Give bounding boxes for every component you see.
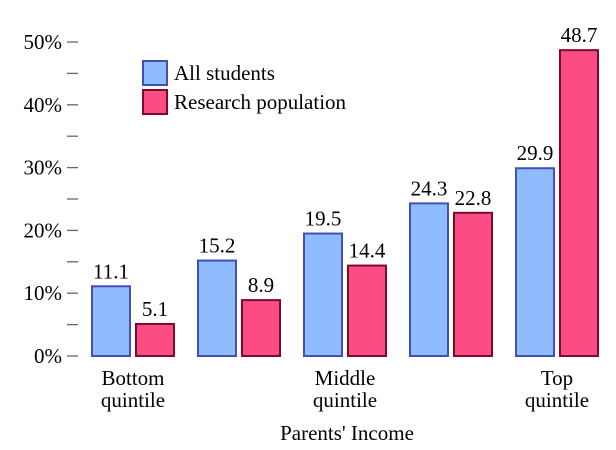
bar-research-population	[347, 264, 387, 357]
bar-research-population	[241, 299, 281, 357]
legend: All students Research population	[142, 60, 347, 115]
bar-value-label: 5.1	[142, 297, 168, 321]
bar-value-label: 22.8	[455, 186, 492, 210]
bar-value-label: 24.3	[411, 176, 448, 200]
y-tick-label: 20%	[24, 218, 63, 242]
x-axis-label: Parents' Income	[280, 421, 414, 445]
bar-all-students	[91, 285, 131, 357]
legend-swatch	[142, 60, 168, 86]
bars	[91, 49, 599, 358]
bar-research-population	[559, 49, 599, 357]
bar-all-students	[515, 167, 555, 357]
bar-value-label: 48.7	[561, 23, 598, 47]
y-tick-label: 40%	[24, 93, 63, 117]
y-tick-label: 0%	[34, 344, 62, 368]
category-label: quintile	[525, 388, 589, 412]
bar-value-label: 11.1	[93, 259, 129, 283]
legend-swatch	[142, 89, 168, 115]
bar-research-population	[453, 211, 493, 357]
y-tick-label: 30%	[24, 156, 63, 180]
legend-label: Research population	[174, 90, 347, 114]
bar-all-students	[409, 202, 449, 357]
bar-value-label: 15.2	[199, 234, 236, 258]
bar-value-label: 8.9	[248, 273, 274, 297]
value-labels: 11.1 15.2 19.5 24.3 29.9 5.1 8.9 14.4 22.8 48.7	[93, 23, 597, 321]
y-tick-label: 10%	[24, 281, 63, 305]
bar-all-students	[197, 259, 237, 358]
category-label: Middle	[315, 366, 376, 390]
bar-value-label: 14.4	[349, 239, 386, 263]
y-axis: 0% 10% 20% 30% 40% 50%	[24, 30, 78, 368]
category-label: Top	[541, 366, 573, 390]
y-tick-label: 50%	[24, 30, 63, 54]
category-label: quintile	[313, 388, 377, 412]
category-label: Bottom	[101, 366, 164, 390]
legend-label: All students	[174, 61, 275, 85]
bar-value-label: 19.5	[305, 207, 342, 231]
bar-all-students	[303, 232, 343, 357]
category-label: quintile	[101, 388, 165, 412]
bar-research-population	[135, 322, 175, 357]
bar-value-label: 29.9	[517, 141, 554, 165]
